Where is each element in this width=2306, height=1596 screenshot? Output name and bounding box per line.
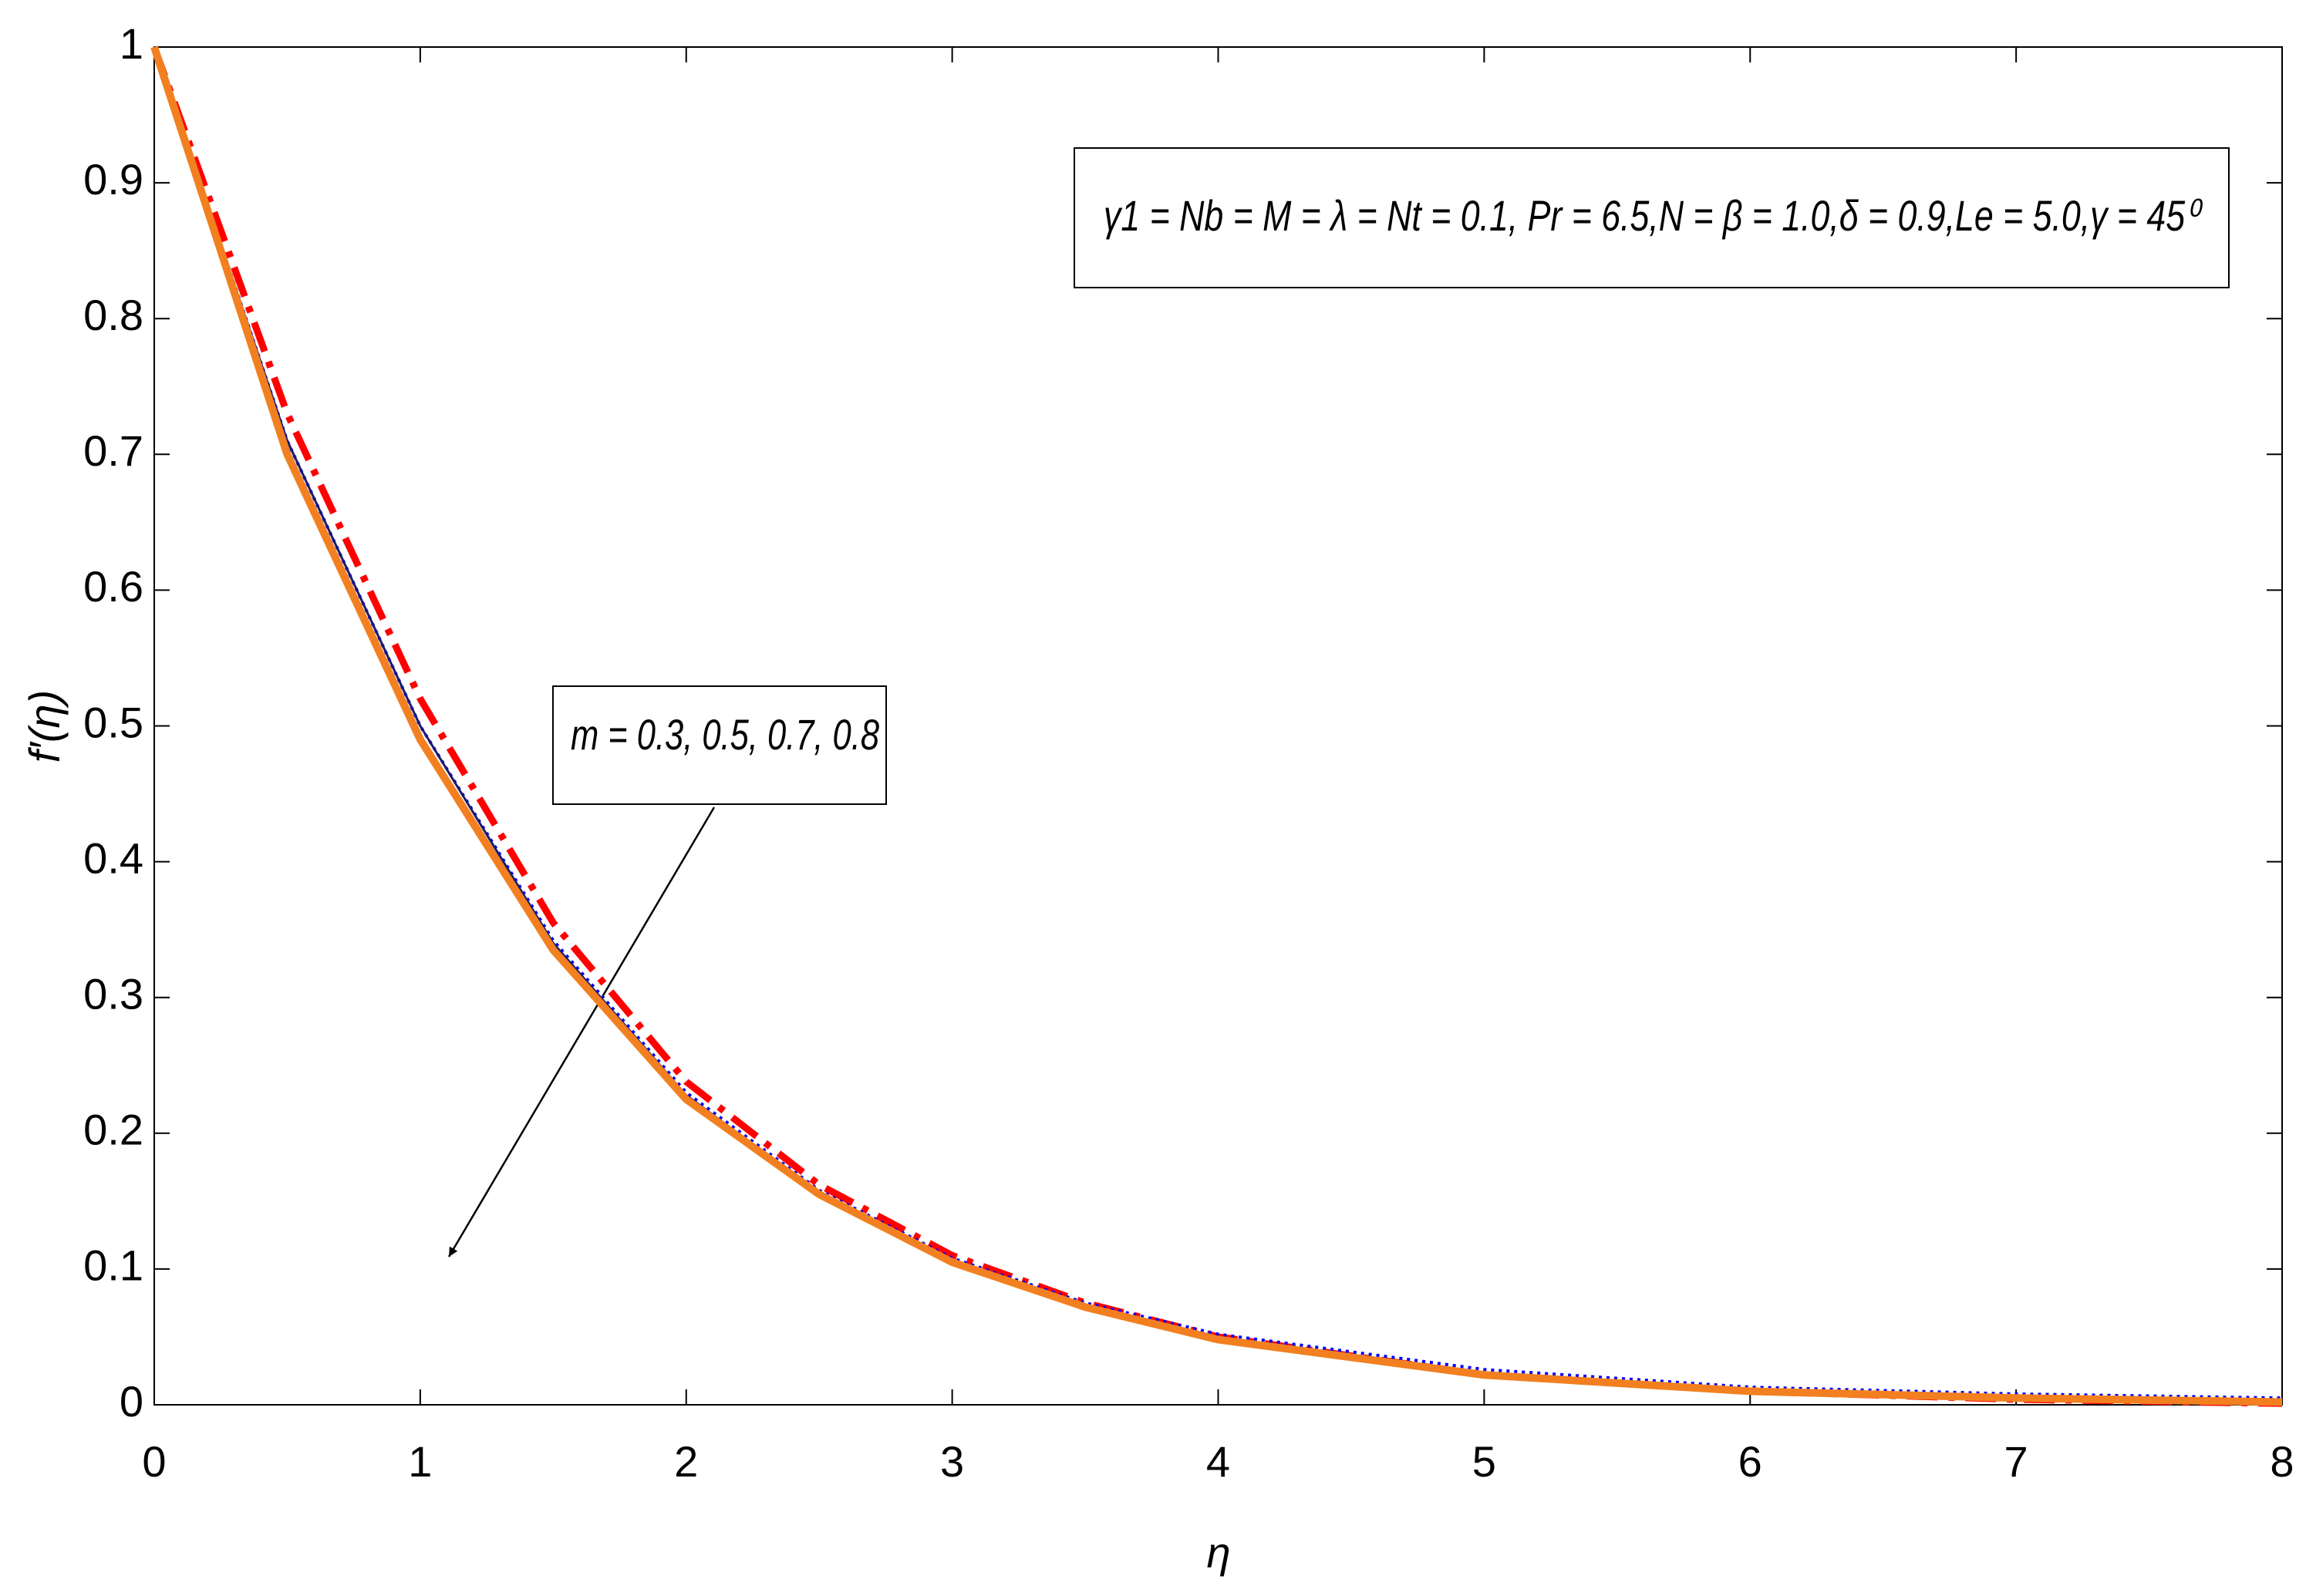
y-tick-label: 0	[120, 1377, 143, 1426]
x-tick-label: 2	[674, 1437, 698, 1486]
y-tick-label: 0.8	[83, 291, 143, 339]
y-tick-label: 0.9	[83, 155, 143, 204]
x-tick-label: 3	[940, 1437, 964, 1486]
x-tick-label: 1	[408, 1437, 432, 1486]
m-box	[552, 685, 887, 805]
x-tick-label: 6	[1738, 1437, 1762, 1486]
x-tick-label: 8	[2270, 1437, 2294, 1486]
y-axis-label: f′(η)	[20, 690, 69, 763]
x-tick-label: 4	[1206, 1437, 1230, 1486]
y-tick-label: 0.4	[83, 833, 143, 882]
y-tick-label: 1	[120, 19, 143, 68]
y-tick-label: 0.6	[83, 562, 143, 611]
trend-arrow	[447, 806, 716, 1258]
x-tick-label: 0	[142, 1437, 166, 1486]
y-tick-label: 0.3	[83, 969, 143, 1018]
y-tick-label: 0.7	[83, 426, 143, 475]
x-tick-label: 5	[1472, 1437, 1496, 1486]
m-annotation: m = 0.3, 0.5, 0.7, 0.8	[571, 710, 879, 759]
parameter-annotation: γ1 = Nb = M = λ = Nt = 0.1, Pr = 6.5,N =…	[1104, 191, 2203, 240]
x-tick-label: 7	[2004, 1437, 2028, 1486]
y-tick-label: 0.1	[83, 1241, 143, 1290]
series-line	[150, 45, 2283, 1406]
parameter-box	[1074, 147, 2230, 288]
y-tick-label: 0.2	[83, 1106, 143, 1154]
y-tick-label: 0.5	[83, 698, 143, 746]
x-axis-label: η	[1206, 1528, 1230, 1577]
